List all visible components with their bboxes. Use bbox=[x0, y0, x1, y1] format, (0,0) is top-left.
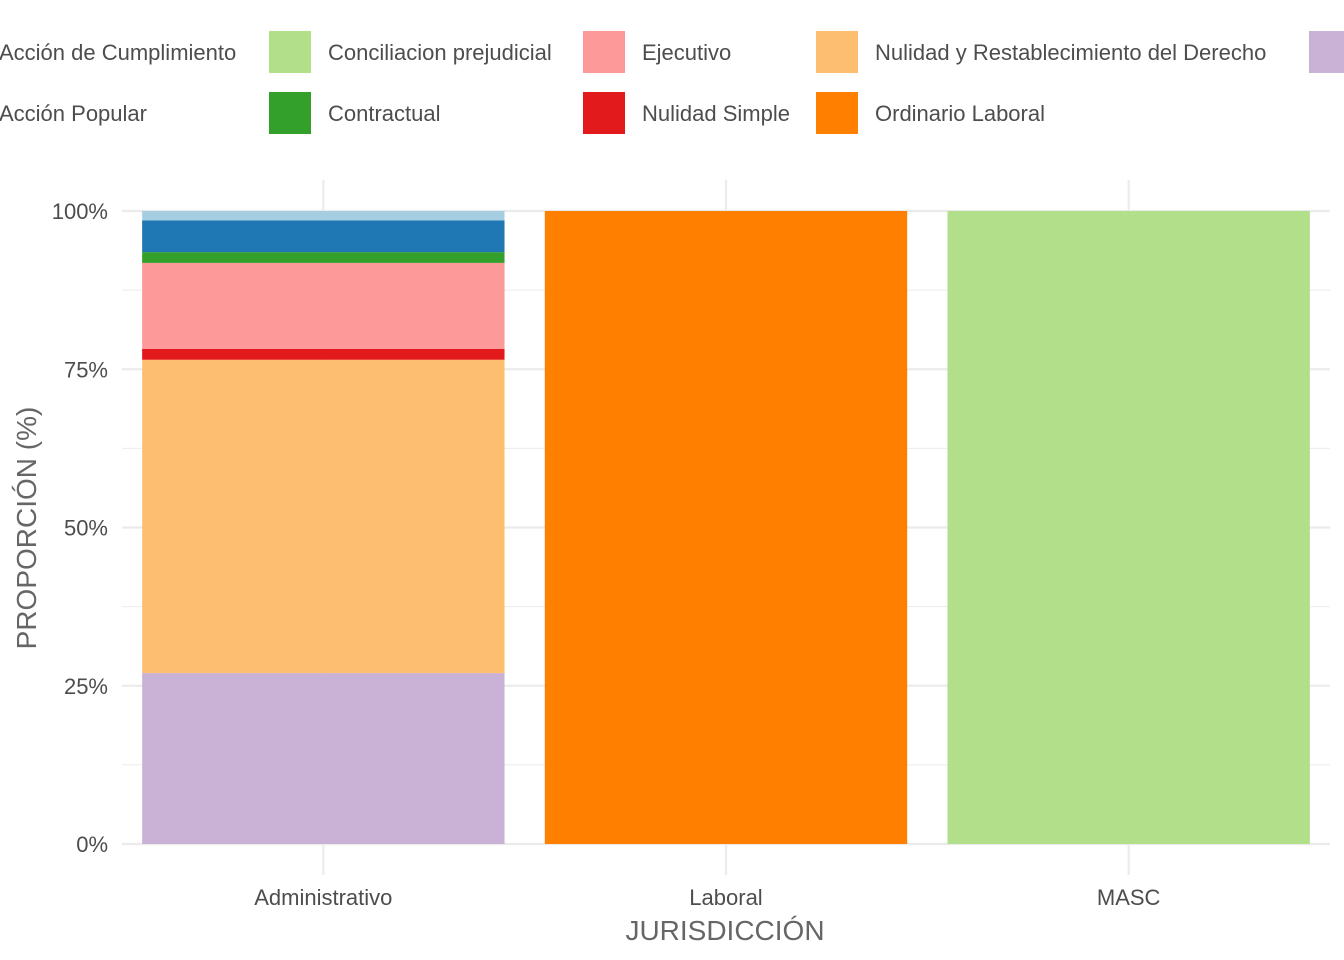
y-tick-label: 0% bbox=[76, 832, 108, 857]
bar-administrativo-ejecutivo bbox=[142, 262, 505, 349]
bar-administrativo-nulidad-simple bbox=[142, 348, 505, 360]
legend-key-unnamed bbox=[1309, 31, 1344, 73]
legend-key-nulidad-y-restablecimiento-del-derecho bbox=[816, 31, 858, 73]
x-tick-label: Administrativo bbox=[254, 885, 392, 910]
legend-label-accion-popular: Acción Popular bbox=[0, 101, 147, 126]
x-tick-label: Laboral bbox=[689, 885, 762, 910]
y-tick-label: 50% bbox=[64, 516, 108, 541]
legend-label-ordinario-laboral: Ordinario Laboral bbox=[875, 101, 1045, 126]
y-tick-label: 100% bbox=[52, 199, 108, 224]
y-axis-title: PROPORCIÓN (%) bbox=[11, 407, 42, 650]
legend-key-nulidad-simple bbox=[583, 92, 625, 134]
y-axis-ticks: 0% 25% 50% 75% 100% bbox=[52, 199, 108, 857]
legend-key-ordinario-laboral bbox=[816, 92, 858, 134]
legend-label-contractual: Contractual bbox=[328, 101, 441, 126]
bar-administrativo-contractual bbox=[142, 252, 505, 263]
bar-administrativo-unnamed bbox=[142, 673, 505, 844]
bar-administrativo-nulidad-y-restablecimiento-del-derecho bbox=[142, 359, 505, 674]
bar-administrativo-accion-popular bbox=[142, 220, 505, 253]
legend-label-conciliacion-prejudicial: Conciliacion prejudicial bbox=[328, 40, 552, 65]
x-axis-ticks: Administrativo Laboral MASC bbox=[254, 885, 1160, 910]
legend-key-conciliacion-prejudicial bbox=[269, 31, 311, 73]
legend-label-nulidad-simple: Nulidad Simple bbox=[642, 101, 790, 126]
legend-label-ejecutivo: Ejecutivo bbox=[642, 40, 731, 65]
bar-laboral-ordinario-laboral bbox=[544, 211, 908, 844]
legend-key-ejecutivo bbox=[583, 31, 625, 73]
legend-label-accion-de-cumplimiento: Acción de Cumplimiento bbox=[0, 40, 236, 65]
y-tick-label: 75% bbox=[64, 357, 108, 382]
x-axis-title: JURISDICCIÓN bbox=[625, 915, 824, 946]
x-tick-label: MASC bbox=[1097, 885, 1161, 910]
bars bbox=[142, 211, 1310, 844]
legend-key-contractual bbox=[269, 92, 311, 134]
bar-masc-conciliacion-prejudicial bbox=[947, 211, 1310, 844]
y-tick-label: 25% bbox=[64, 674, 108, 699]
bar-administrativo-accion-de-cumplimiento bbox=[142, 211, 505, 221]
legend-label-nulidad-y-restablecimiento-del-derecho: Nulidad y Restablecimiento del Derecho bbox=[875, 40, 1266, 65]
legend: Acción de Cumplimiento Acción Popular Conc… bbox=[0, 31, 1344, 134]
